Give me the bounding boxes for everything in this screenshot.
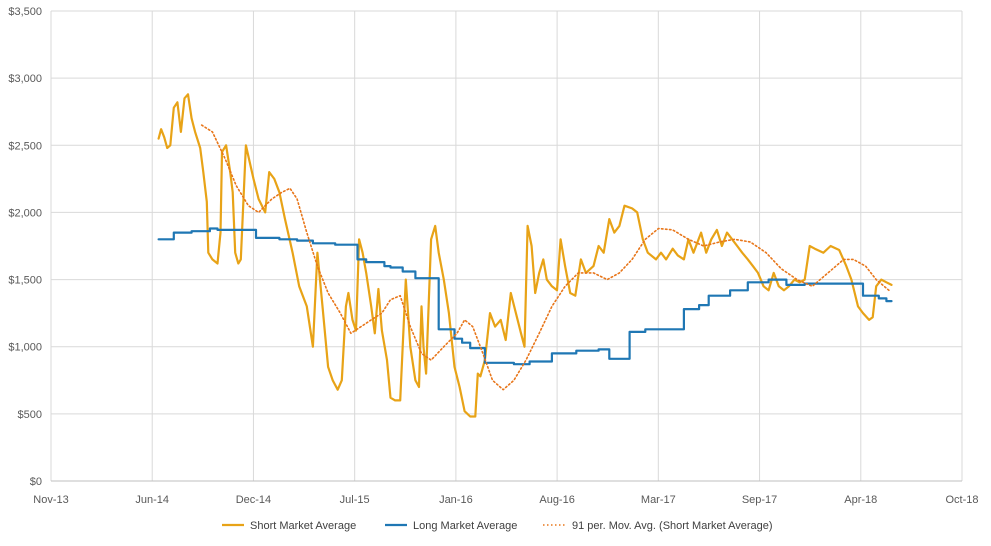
y-tick-label: $2,000 xyxy=(8,207,42,219)
y-tick-label: $1,000 xyxy=(8,342,42,354)
x-tick-label: Sep-17 xyxy=(742,494,777,506)
x-tick-label: Oct-18 xyxy=(945,494,978,506)
y-tick-label: $0 xyxy=(30,476,42,488)
y-tick-label: $1,500 xyxy=(8,275,42,287)
short-market-average-line xyxy=(157,93,893,418)
legend-long-label: Long Market Average xyxy=(413,520,517,532)
x-tick-label: Mar-17 xyxy=(641,494,676,506)
y-tick-label: $2,500 xyxy=(8,140,42,152)
x-axis-ticks: Nov-13 Jun-14 Dec-14 Jul-15 Jan-16 Aug-16 Mar-… xyxy=(33,494,978,506)
moving-average-line xyxy=(200,124,890,391)
y-tick-label: $3,500 xyxy=(8,6,42,18)
x-tick-label: Jun-14 xyxy=(135,494,169,506)
x-tick-label: Nov-13 xyxy=(33,494,68,506)
series-lines xyxy=(157,93,893,418)
gridlines xyxy=(50,10,963,482)
y-tick-label: $500 xyxy=(18,409,42,421)
x-tick-label: Jul-15 xyxy=(340,494,370,506)
legend-short-label: Short Market Average xyxy=(250,520,356,532)
x-tick-label: Jan-16 xyxy=(439,494,473,506)
x-tick-label: Aug-16 xyxy=(539,494,574,506)
y-axis-ticks: $0 $500 $1,000 $1,500 $2,000 $2,500 $3,000 $3,5… xyxy=(8,6,42,488)
x-tick-label: Apr-18 xyxy=(844,494,877,506)
long-market-average-line xyxy=(157,227,893,366)
x-tick-label: Dec-14 xyxy=(236,494,271,506)
y-tick-label: $3,000 xyxy=(8,73,42,85)
legend: Short Market Average Long Market Average 9… xyxy=(222,520,773,532)
legend-moving-label: 91 per. Mov. Avg. (Short Market Average) xyxy=(572,520,773,532)
